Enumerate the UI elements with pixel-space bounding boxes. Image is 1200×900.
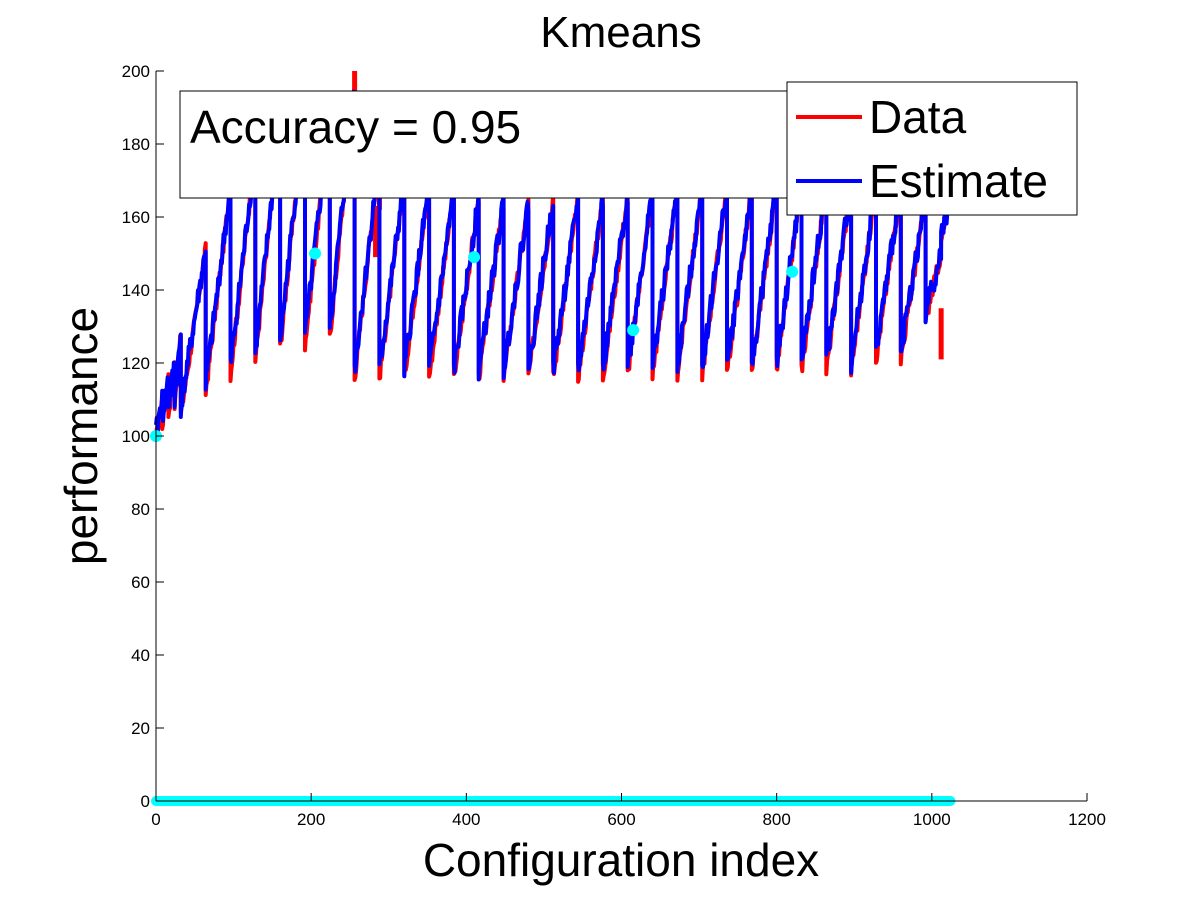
- y-ticks: 0 20 40 60 80 100 120 140 160 180 200: [122, 62, 164, 811]
- x-tick-label: 600: [607, 810, 635, 829]
- y-axis-label: performance: [55, 307, 107, 565]
- y-tick-label: 100: [122, 427, 150, 446]
- y-tick-label: 20: [131, 719, 150, 738]
- y-tick-label: 200: [122, 62, 150, 81]
- annotation-frame: [179, 90, 793, 199]
- x-tick-label: 400: [452, 810, 480, 829]
- sample-point: [468, 251, 481, 264]
- legend-label-estimate: Estimate: [869, 155, 1048, 207]
- y-tick-label: 0: [141, 792, 150, 811]
- y-tick-label: 40: [131, 646, 150, 665]
- y-tick-label: 160: [122, 208, 150, 227]
- y-tick-label: 120: [122, 354, 150, 373]
- y-tick-label: 180: [122, 135, 150, 154]
- x-ticks: 0 200 400 600 800 1000 1200: [151, 793, 1106, 829]
- x-tick-label: 800: [762, 810, 790, 829]
- y-tick-label: 140: [122, 281, 150, 300]
- estimate-series-line: [154, 89, 953, 434]
- y-tick-label: 80: [131, 500, 150, 519]
- sample-point: [309, 247, 322, 260]
- annotation-text: Accuracy = 0.95: [190, 101, 521, 153]
- sample-point: [786, 265, 799, 278]
- legend-label-data: Data: [869, 91, 967, 143]
- y-tick-label: 60: [131, 573, 150, 592]
- chart-title: Kmeans: [540, 8, 701, 57]
- x-tick-label: 1200: [1068, 810, 1106, 829]
- sample-point: [627, 324, 640, 337]
- x-tick-label: 200: [297, 810, 325, 829]
- x-tick-label: 0: [151, 810, 160, 829]
- annotation-box: Accuracy = 0.95: [179, 90, 793, 199]
- legend-frame: [786, 81, 1078, 216]
- x-tick-label: 1000: [913, 810, 951, 829]
- series-layer: [154, 71, 953, 438]
- legend: Data Estimate: [786, 81, 1078, 216]
- x-axis-label: Configuration index: [423, 834, 819, 886]
